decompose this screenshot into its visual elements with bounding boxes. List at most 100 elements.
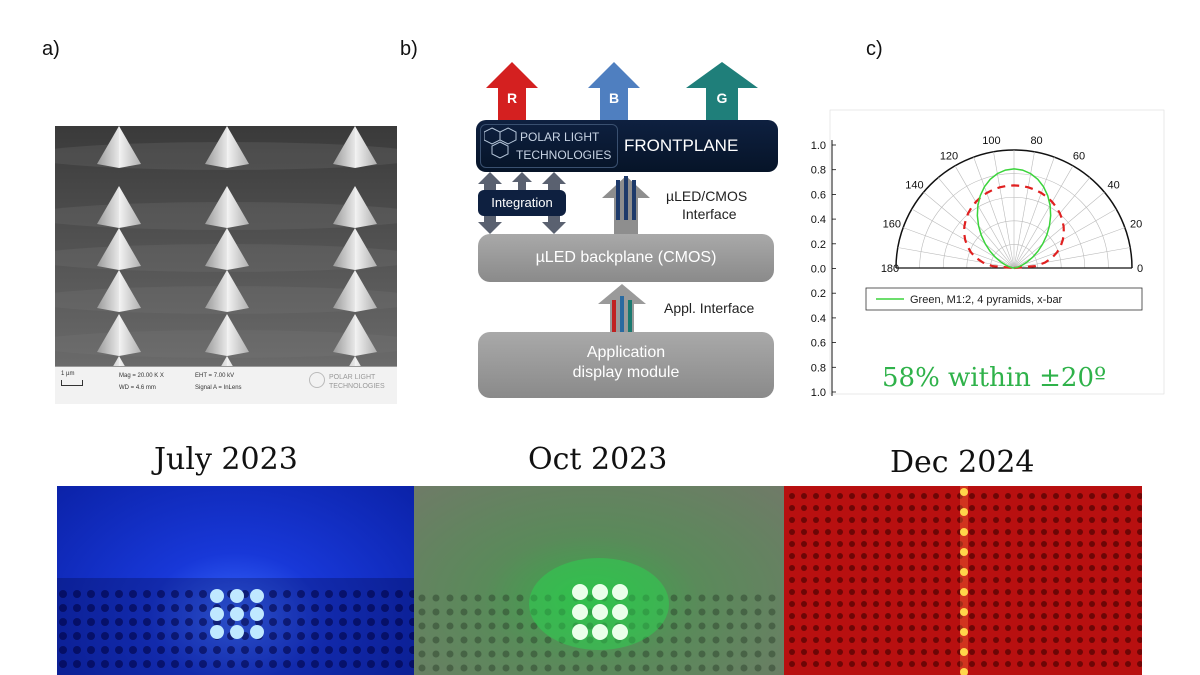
frontplane-logo-box xyxy=(480,124,618,168)
green-emitter xyxy=(572,604,588,620)
sem-pyramid xyxy=(97,126,141,168)
sem-pyramid xyxy=(221,356,233,366)
polar-angle-tick-label: 160 xyxy=(883,219,901,231)
blue-emitter xyxy=(230,625,244,639)
integration-arrows xyxy=(478,172,566,234)
sem-pyramid xyxy=(113,356,125,366)
polar-light-logo-icon xyxy=(484,127,517,159)
module-label-line1: Application xyxy=(586,344,666,361)
blue-emitter-array xyxy=(57,578,414,675)
sem-pyramid xyxy=(205,270,249,312)
green-emitter-array xyxy=(418,558,776,672)
green-emitter xyxy=(592,584,608,600)
green-emitter xyxy=(612,604,628,620)
polar-angle-tick-label: 60 xyxy=(1073,150,1085,162)
red-emitter xyxy=(960,488,968,496)
red-emitter xyxy=(960,668,968,675)
sem-scale-bar xyxy=(61,380,83,386)
sem-pyramid xyxy=(97,228,141,270)
polar-angle-tick-label: 80 xyxy=(1030,135,1042,147)
blue-emitter xyxy=(230,589,244,603)
appl-interface-label: Appl. Interface xyxy=(664,300,755,316)
green-emitter xyxy=(572,584,588,600)
sem-logo-line1: POLAR LIGHT xyxy=(329,374,376,381)
red-emitter xyxy=(960,588,968,596)
polar-left-tick-label: 0.8 xyxy=(811,362,826,374)
polar-left-tick-label: 0.4 xyxy=(811,313,826,325)
polar-left-tick-label: 0.6 xyxy=(811,189,826,201)
polar-left-axis: 1.0 0.8 0.6 0.4 0.2 0.0 0.2 0.4 0.6 0.8 1.0 xyxy=(811,140,836,399)
frontplane-logo-line2: TECHNOLOGIES xyxy=(516,148,612,162)
sem-pyramid xyxy=(349,356,361,366)
polar-left-tick-label: 1.0 xyxy=(811,387,826,399)
integration-box: Integration xyxy=(478,190,566,216)
sem-pyramid xyxy=(333,314,377,356)
sem-pyramid xyxy=(97,186,141,228)
sem-signal: Signal A = InLens xyxy=(195,385,242,391)
green-emitter xyxy=(592,624,608,640)
polar-chart: 1.0 0.8 0.6 0.4 0.2 0.0 0.2 0.4 0.6 0.8 1.0 180 160… xyxy=(811,109,1165,399)
arrow-label-b: B xyxy=(608,90,620,106)
polar-angle-tick-label: 0 xyxy=(1137,263,1143,275)
polar-angle-tick-label: 140 xyxy=(905,179,923,191)
sem-scale-bar-label: 1 µm xyxy=(61,371,75,377)
polar-angle-tick-label: 120 xyxy=(940,150,958,162)
sem-pyramid xyxy=(205,314,249,356)
red-emitter xyxy=(960,528,968,536)
red-emitter xyxy=(960,548,968,556)
blue-emitter xyxy=(210,607,224,621)
sem-info-bar: 1 µm Mag = 20.00 K X WD = 4.6 mm EHT = 7… xyxy=(55,366,397,404)
application-module-box: Application display module xyxy=(478,332,774,398)
frontplane-logo-line1: POLAR LIGHT xyxy=(520,130,600,144)
photo-oct-2023 xyxy=(414,486,784,675)
frontplane-box xyxy=(476,120,778,172)
sem-mag: Mag = 20.00 K X xyxy=(119,373,164,379)
polar-annotation: 58% within ±20º xyxy=(882,363,1106,393)
red-emitter xyxy=(960,628,968,636)
panel-label-b: b) xyxy=(400,38,418,60)
blue-emitter xyxy=(210,589,224,603)
sem-logo-icon xyxy=(309,372,325,388)
polar-angle-tick-label: 20 xyxy=(1130,219,1142,231)
blue-emitter xyxy=(230,607,244,621)
arrow-r xyxy=(486,62,538,122)
polar-left-tick-label: 1.0 xyxy=(811,140,826,152)
sem-wd: WD = 4.6 mm xyxy=(119,385,156,391)
polar-green-curve xyxy=(976,168,1052,269)
photo-july-2023 xyxy=(57,486,414,675)
green-emitter xyxy=(612,584,628,600)
polar-left-tick-label: 0.6 xyxy=(811,338,826,350)
red-emitter xyxy=(960,648,968,656)
interface-label-line2: Interface xyxy=(682,206,737,222)
sem-pyramid xyxy=(205,186,249,228)
blue-emitter xyxy=(250,589,264,603)
sem-pyramid xyxy=(97,270,141,312)
sem-pyramid xyxy=(333,186,377,228)
sem-image: 1 µm Mag = 20.00 K X WD = 4.6 mm EHT = 7… xyxy=(55,126,397,404)
polar-legend-label: Green, M1:2, 4 pyramids, x-bar xyxy=(910,294,1063,306)
arrow-g xyxy=(686,62,758,122)
sem-pyramid xyxy=(205,126,249,168)
panel-label-c: c) xyxy=(866,38,883,60)
date-label-dec-2024: Dec 2024 xyxy=(890,445,1035,480)
blue-emitter xyxy=(250,625,264,639)
sem-pyramid xyxy=(205,228,249,270)
panel-label-a: a) xyxy=(42,38,60,60)
red-emitter-array xyxy=(789,486,1142,675)
sem-pyramid xyxy=(333,228,377,270)
polar-left-tick-label: 0.0 xyxy=(811,264,826,276)
blue-emitter xyxy=(250,607,264,621)
polar-angle-tick-label: 40 xyxy=(1107,179,1119,191)
module-label-line2: display module xyxy=(572,364,680,381)
polar-angle-tick-label: 100 xyxy=(982,135,1000,147)
polar-left-tick-label: 0.4 xyxy=(811,214,826,226)
polar-left-tick-label: 0.2 xyxy=(811,288,826,300)
frontplane-label: FRONTPLANE xyxy=(624,136,739,155)
backplane-box: µLED backplane (CMOS) xyxy=(478,234,774,282)
sem-logo-line2: TECHNOLOGIES xyxy=(329,383,385,390)
red-emitter xyxy=(960,508,968,516)
red-emitter xyxy=(960,568,968,576)
polar-grid xyxy=(829,109,1165,396)
polar-angle-axis: 180 160 140 120 100 80 60 40 20 0 xyxy=(881,135,1143,275)
sem-pyramid xyxy=(333,270,377,312)
